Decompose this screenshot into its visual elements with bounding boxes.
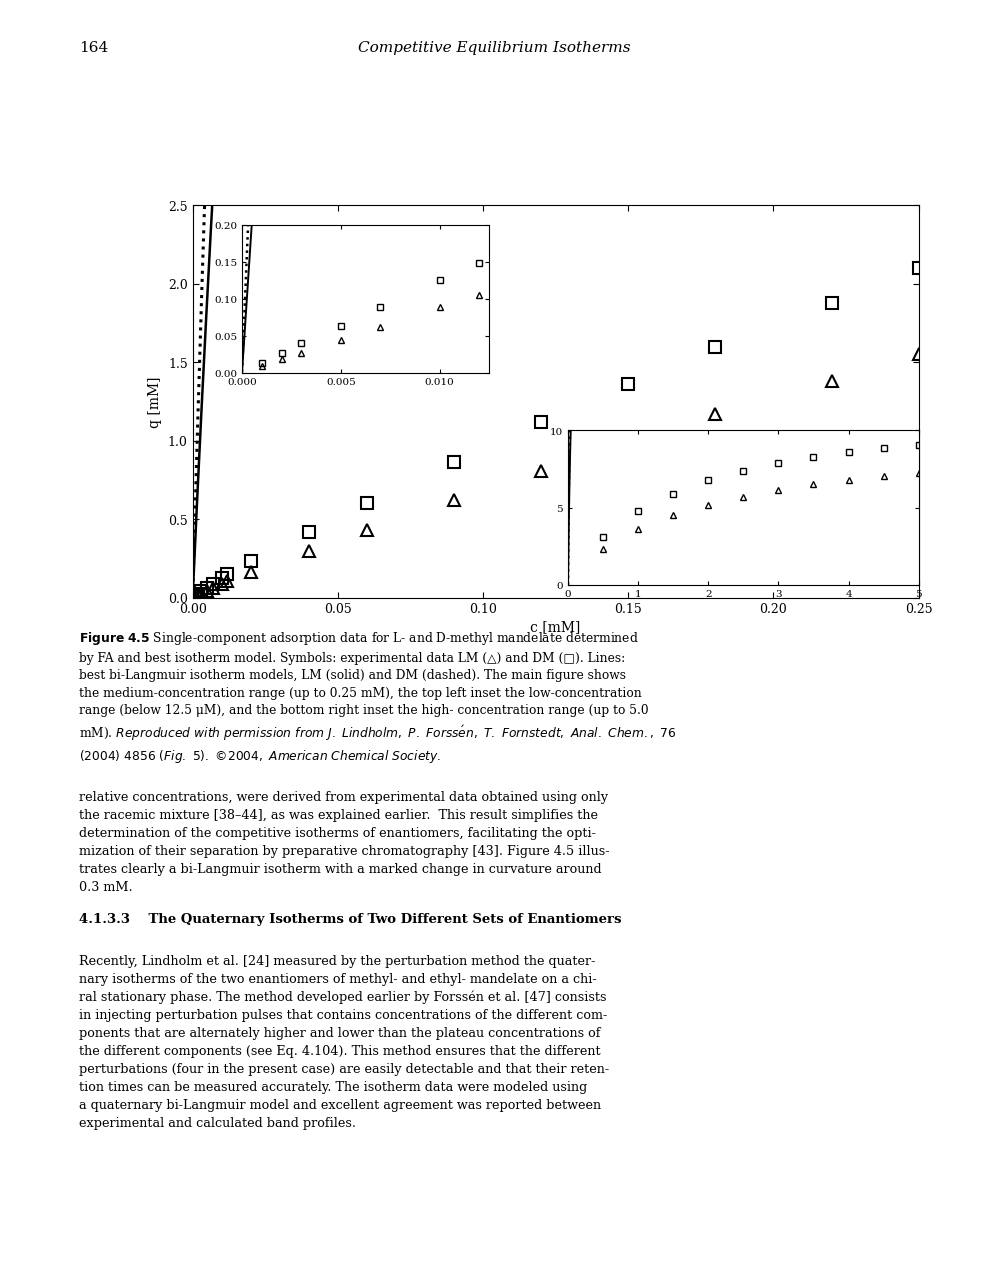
Text: 4.1.3.3    The Quaternary Isotherms of Two Different Sets of Enantiomers: 4.1.3.3 The Quaternary Isotherms of Two … [79, 913, 621, 926]
Text: 164: 164 [79, 41, 109, 55]
X-axis label: c [mM]: c [mM] [530, 620, 580, 634]
Y-axis label: q [mM]: q [mM] [148, 376, 162, 428]
Text: relative concentrations, were derived from experimental data obtained using only: relative concentrations, were derived fr… [79, 791, 609, 894]
Text: $\mathbf{Figure\ 4.5}$ Single-component adsorption data for L- and D-methyl mand: $\mathbf{Figure\ 4.5}$ Single-component … [79, 630, 676, 765]
Text: Competitive Equilibrium Isotherms: Competitive Equilibrium Isotherms [357, 41, 630, 55]
Text: Recently, Lindholm et al. [24] measured by the perturbation method the quater-
n: Recently, Lindholm et al. [24] measured … [79, 954, 609, 1130]
